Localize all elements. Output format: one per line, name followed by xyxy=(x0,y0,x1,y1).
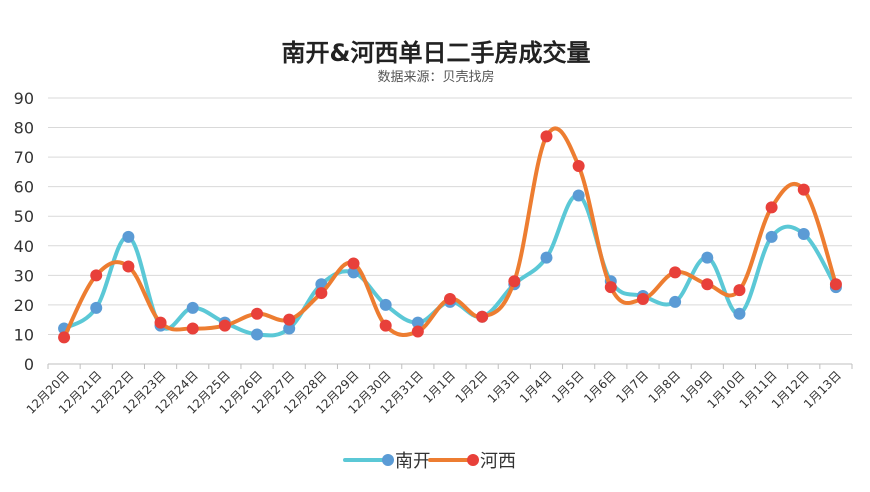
legend-swatch-marker xyxy=(382,454,394,466)
data-point-hexi[interactable] xyxy=(604,281,617,294)
y-tick-label: 60 xyxy=(14,178,34,197)
data-point-hexi[interactable] xyxy=(733,284,746,297)
data-point-nankai[interactable] xyxy=(411,316,424,329)
legend[interactable]: 南开 河西 xyxy=(343,451,516,472)
data-point-nankai[interactable] xyxy=(122,230,135,243)
data-point-hexi[interactable] xyxy=(636,292,649,305)
x-tick-label: 1月2日 xyxy=(453,368,491,406)
data-point-nankai[interactable] xyxy=(90,301,103,314)
data-point-nankai[interactable] xyxy=(572,189,585,202)
series-layer xyxy=(58,126,842,344)
data-point-hexi[interactable] xyxy=(411,325,424,338)
legend-item-nankai[interactable]: 南开 xyxy=(343,451,431,472)
y-tick-label: 10 xyxy=(14,325,34,344)
data-point-hexi[interactable] xyxy=(315,287,328,300)
x-tick-label: 1月7日 xyxy=(613,368,651,406)
chart-subtitle: 数据来源：贝壳找房 xyxy=(377,69,494,85)
y-tick-label: 70 xyxy=(14,148,34,167)
x-tick-label: 1月5日 xyxy=(549,368,587,406)
data-point-nankai[interactable] xyxy=(540,251,553,264)
data-point-hexi[interactable] xyxy=(186,322,199,335)
legend-item-hexi[interactable]: 河西 xyxy=(428,451,516,472)
x-tick-label: 1月3日 xyxy=(485,368,523,406)
data-point-nankai[interactable] xyxy=(797,227,810,240)
x-tick-label: 1月6日 xyxy=(581,368,619,406)
data-point-hexi[interactable] xyxy=(701,278,714,291)
data-point-nankai[interactable] xyxy=(669,295,682,308)
data-point-hexi[interactable] xyxy=(347,257,360,270)
data-point-hexi[interactable] xyxy=(765,201,778,214)
data-point-hexi[interactable] xyxy=(540,130,553,143)
x-tick-label: 1月8日 xyxy=(646,368,684,406)
data-point-nankai[interactable] xyxy=(347,266,360,279)
legend-swatch-marker xyxy=(467,454,479,466)
data-point-hexi[interactable] xyxy=(218,319,231,332)
data-point-hexi[interactable] xyxy=(508,275,521,288)
y-tick-label: 90 xyxy=(14,89,34,108)
y-tick-label: 50 xyxy=(14,207,34,226)
data-point-nankai[interactable] xyxy=(765,230,778,243)
data-point-hexi[interactable] xyxy=(58,331,71,344)
x-tick-label: 1月1日 xyxy=(420,368,458,406)
data-point-nankai[interactable] xyxy=(251,328,264,341)
y-tick-label: 20 xyxy=(14,296,34,315)
legend-label: 河西 xyxy=(480,451,516,472)
data-point-hexi[interactable] xyxy=(122,260,135,273)
y-tick-label: 80 xyxy=(14,119,34,138)
y-tick-label: 30 xyxy=(14,266,34,285)
data-point-hexi[interactable] xyxy=(669,266,682,279)
data-point-nankai[interactable] xyxy=(379,298,392,311)
data-point-hexi[interactable] xyxy=(379,319,392,332)
data-point-hexi[interactable] xyxy=(154,316,167,329)
data-point-nankai[interactable] xyxy=(701,251,714,264)
data-point-hexi[interactable] xyxy=(797,183,810,196)
data-point-nankai[interactable] xyxy=(733,307,746,320)
data-point-hexi[interactable] xyxy=(251,307,264,320)
data-point-hexi[interactable] xyxy=(829,278,842,291)
y-tick-label: 40 xyxy=(14,237,34,256)
data-point-hexi[interactable] xyxy=(90,269,103,282)
data-point-hexi[interactable] xyxy=(476,310,489,323)
data-point-hexi[interactable] xyxy=(572,159,585,172)
data-point-nankai[interactable] xyxy=(186,301,199,314)
y-tick-label: 0 xyxy=(24,355,34,374)
x-tick-label: 1月4日 xyxy=(517,368,555,406)
gridlines xyxy=(48,97,852,335)
data-point-nankai[interactable] xyxy=(283,322,296,335)
data-point-hexi[interactable] xyxy=(444,292,456,305)
chart-title: 南开&河西单日二手房成交量 xyxy=(282,39,591,67)
data-point-hexi[interactable] xyxy=(283,313,296,326)
legend-label: 南开 xyxy=(395,451,431,472)
